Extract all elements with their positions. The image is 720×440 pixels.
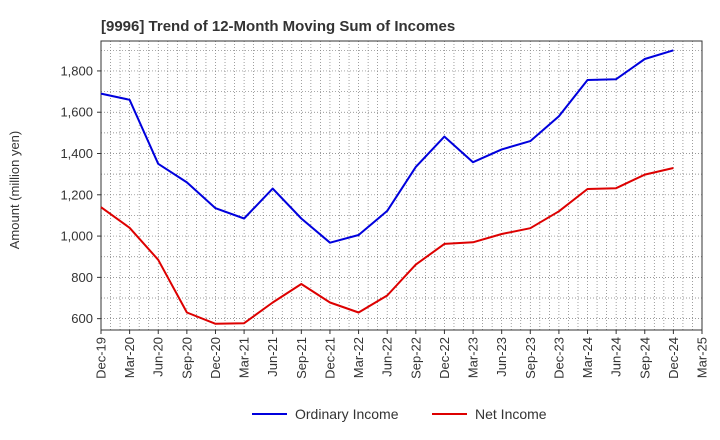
x-tick-label: Mar-25 <box>695 337 710 378</box>
x-tick-label: Dec-21 <box>322 337 337 379</box>
x-tick-label: Mar-20 <box>122 337 137 378</box>
x-tick-label: Jun-24 <box>609 337 624 377</box>
x-tick-label: Sep-24 <box>637 337 652 379</box>
y-tick-label: 600 <box>71 311 93 326</box>
x-tick-label: Sep-20 <box>179 337 194 379</box>
series-layer <box>100 49 674 325</box>
y-axis-title: Amount (million yen) <box>7 131 22 250</box>
grid-layer <box>101 41 702 330</box>
x-tick-label: Mar-22 <box>351 337 366 378</box>
x-tick-label: Mar-23 <box>466 337 481 378</box>
x-tick-label: Mar-24 <box>580 337 595 378</box>
chart-title: [9996] Trend of 12-Month Moving Sum of I… <box>101 18 455 35</box>
x-tick-label: Jun-22 <box>380 337 395 377</box>
y-tick-label: 1,600 <box>60 105 93 120</box>
y-tick-label: 1,200 <box>60 187 93 202</box>
x-tick-label: Jun-21 <box>265 337 280 377</box>
x-tick-label: Mar-21 <box>237 337 252 378</box>
x-tick-label: Dec-22 <box>437 337 452 379</box>
x-tick-label: Jun-20 <box>151 337 166 377</box>
y-axis: 600 800 1,000 1,200 1,400 1,600 1,800 <box>60 63 101 326</box>
y-tick-label: 800 <box>71 270 93 285</box>
legend-label-net-income: Net Income <box>475 406 547 422</box>
x-tick-label: Dec-23 <box>551 337 566 379</box>
x-tick-label: Sep-22 <box>408 337 423 379</box>
x-axis: Dec-19 Mar-20 Jun-20 Sep-20 Dec-20 Mar-21 Jun-… <box>94 330 710 379</box>
y-tick-label: 1,800 <box>60 63 93 78</box>
y-tick-label: 1,400 <box>60 146 93 161</box>
x-tick-label: Sep-23 <box>523 337 538 379</box>
x-tick-label: Jun-23 <box>494 337 509 377</box>
plot-area <box>100 40 703 331</box>
x-tick-label: Dec-24 <box>666 337 681 379</box>
y-tick-label: 1,000 <box>60 229 93 244</box>
legend: Ordinary Income Net Income <box>252 406 547 422</box>
legend-label-ordinary-income: Ordinary Income <box>295 406 399 422</box>
x-tick-label: Dec-19 <box>94 337 109 379</box>
x-tick-label: Dec-20 <box>208 337 223 379</box>
series-line-net-income <box>100 167 674 325</box>
x-tick-label: Sep-21 <box>294 337 309 379</box>
series-line-ordinary-income <box>100 49 674 244</box>
